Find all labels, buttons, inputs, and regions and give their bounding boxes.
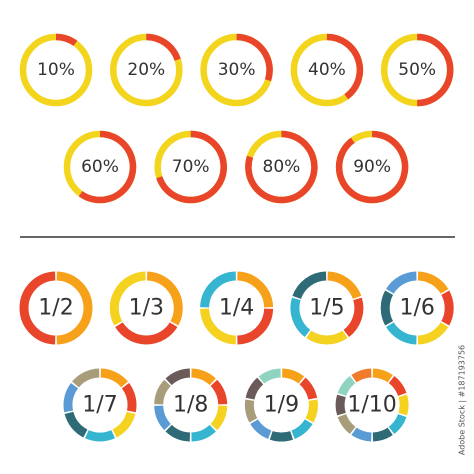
ring-progress	[156, 130, 227, 204]
ring-segment	[245, 377, 264, 400]
ring-segment	[417, 271, 449, 294]
ring-segment	[258, 368, 281, 384]
ring-segment	[386, 271, 417, 294]
ring-segment	[64, 411, 88, 438]
ring-segment	[100, 368, 128, 388]
ring-label: 1/7	[82, 393, 117, 418]
ring-segment	[115, 322, 178, 345]
ring-label: 50%	[398, 60, 436, 80]
ring-progress	[335, 130, 409, 204]
ring-segment	[63, 382, 79, 413]
ring-segment	[84, 429, 116, 442]
ring-segment	[441, 290, 454, 326]
watermark: Adobe Stock | #187193756	[458, 345, 467, 455]
ring-segment	[200, 271, 237, 308]
ring-segment	[165, 368, 191, 386]
ring-label: 30%	[218, 60, 256, 80]
ring-segment	[327, 271, 362, 300]
ring-label: 1/2	[38, 296, 73, 321]
ring-segment	[417, 322, 449, 345]
ring-segment	[109, 271, 146, 326]
ring-segment	[146, 271, 183, 326]
ring-segment	[372, 427, 393, 442]
ring-label: 10%	[37, 60, 75, 80]
ring-progress	[146, 33, 181, 61]
ring-segment	[291, 419, 313, 439]
ring-label: 1/8	[173, 393, 208, 418]
ring-progress	[245, 130, 318, 204]
ring-label: 1/4	[219, 296, 254, 321]
ring-segment	[290, 297, 311, 337]
ring-label: 1/6	[399, 296, 434, 321]
ring-segment	[398, 394, 409, 416]
ring-segment	[191, 368, 216, 386]
ring-segment	[165, 424, 191, 442]
ring-segment	[72, 368, 100, 388]
ring-segment	[56, 271, 93, 345]
ring-segment	[244, 399, 258, 423]
ring-segment	[237, 308, 274, 345]
ring-label: 1/9	[264, 393, 299, 418]
ring-segment	[281, 368, 305, 384]
ring-segment	[372, 368, 393, 383]
ring-progress	[417, 33, 454, 107]
ring-label: 1/10	[347, 393, 396, 418]
ring-segment	[388, 376, 407, 397]
ring-segment	[292, 271, 327, 300]
ring-segment	[351, 427, 372, 442]
ring-label: 1/3	[129, 296, 164, 321]
ring-segment	[154, 405, 171, 431]
ring-segment	[237, 271, 274, 308]
ring-segment	[121, 382, 137, 413]
ring-segment	[337, 413, 356, 434]
ring-segment	[386, 322, 417, 345]
ring-progress	[78, 130, 137, 204]
ring-segment	[210, 405, 228, 431]
ring-label: 70%	[172, 157, 210, 177]
ring-progress	[55, 33, 78, 47]
ring-segment	[337, 376, 356, 397]
ring-segment	[250, 419, 272, 439]
ring-segment	[210, 379, 228, 405]
ring-segment	[388, 413, 407, 434]
ring-progress	[326, 33, 364, 100]
ring-label: 60%	[81, 157, 119, 177]
ring-segment	[305, 399, 318, 423]
ring-label: 20%	[127, 60, 165, 80]
ring-segment	[269, 430, 294, 442]
ring-label: 80%	[263, 157, 301, 177]
ring-segment	[299, 377, 318, 400]
ring-label: 1/5	[309, 296, 344, 321]
ring-segment	[19, 271, 56, 345]
ring-label: 90%	[353, 157, 391, 177]
ring-segment	[154, 379, 171, 405]
ring-label: 40%	[308, 60, 346, 80]
ring-segment	[335, 394, 346, 416]
ring-segment	[306, 330, 348, 345]
ring-segment	[380, 290, 394, 326]
ring-progress	[236, 33, 273, 82]
ring-segment	[112, 411, 136, 438]
ring-segment	[351, 368, 372, 383]
ring-segment	[200, 308, 237, 345]
ring-segment	[343, 297, 364, 337]
ring-segment	[191, 424, 216, 442]
